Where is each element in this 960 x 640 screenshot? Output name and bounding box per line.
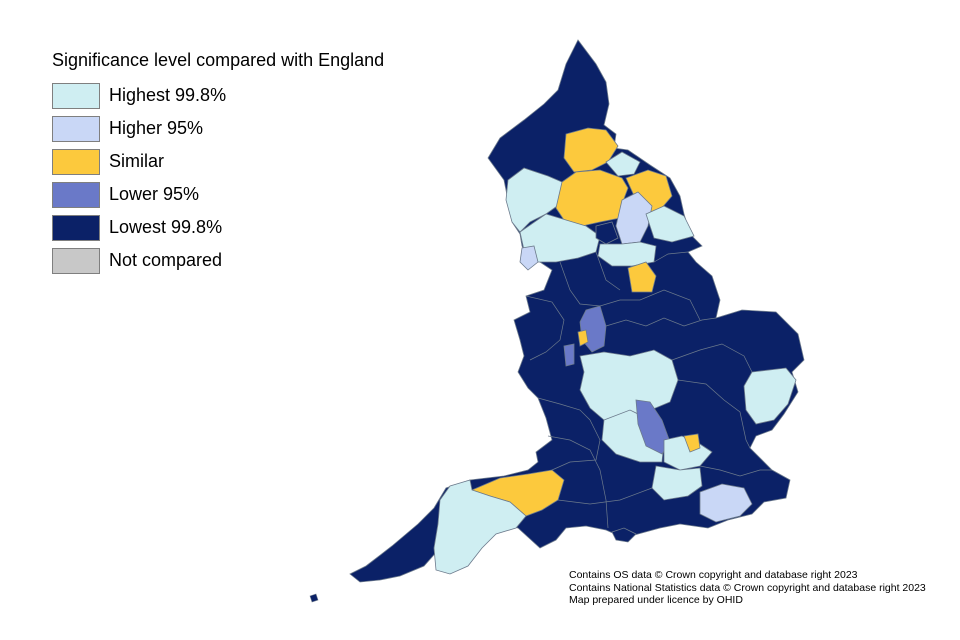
legend-swatch-similar xyxy=(52,148,100,175)
legend-label-highest: Highest 99.8% xyxy=(109,85,227,105)
legend-item-lowest: Lowest 99.8% xyxy=(52,211,432,244)
legend-label-not-compared: Not compared xyxy=(109,250,223,270)
legend-item-similar: Similar xyxy=(52,145,432,178)
isle-of-wight xyxy=(611,527,637,543)
region-thurrock xyxy=(683,433,701,453)
legend-swatch-lowest xyxy=(52,214,100,241)
boundary-line-central xyxy=(605,317,717,327)
legend-label-higher: Higher 95% xyxy=(109,118,204,138)
credit-line-ons: Contains National Statistics data © Crow… xyxy=(569,581,926,594)
region-stoke xyxy=(577,329,589,347)
region-suffolk xyxy=(743,367,797,425)
credit-line-os: Contains OS data © Crown copyright and d… xyxy=(569,569,858,581)
legend-swatch-not-compared xyxy=(52,247,100,274)
legend-label-similar: Similar xyxy=(109,151,165,171)
legend-item-highest: Highest 99.8% xyxy=(52,79,432,112)
legend-label-lowest: Lowest 99.8% xyxy=(109,217,223,237)
region-leeds xyxy=(595,221,619,245)
isles-of-scilly xyxy=(309,593,319,603)
region-teesside xyxy=(605,151,641,177)
legend-item-not-compared: Not compared xyxy=(52,244,432,277)
boundary-line-west-midlands xyxy=(547,435,609,529)
boundary-line-east xyxy=(671,343,753,373)
boundary-line-yorkshire xyxy=(653,251,689,263)
legend-swatch-highest xyxy=(52,82,100,109)
region-merseyside xyxy=(519,245,539,271)
legend-swatch-higher xyxy=(52,115,100,142)
region-north-yorkshire xyxy=(555,169,629,227)
legend-label-lower: Lower 95% xyxy=(109,184,200,204)
region-east-sussex xyxy=(699,483,753,523)
legend-item-lower: Lower 95% xyxy=(52,178,432,211)
legend-item-higher: Higher 95% xyxy=(52,112,432,145)
district-boundaries xyxy=(525,251,772,529)
region-devon xyxy=(433,479,527,575)
legend-title: Significance level compared with England xyxy=(52,50,385,70)
region-shropshire xyxy=(563,343,575,367)
boundary-line-south xyxy=(557,487,653,505)
credit-line-ohid: Map prepared under licence by OHID xyxy=(569,594,743,606)
region-east-riding xyxy=(645,205,695,243)
legend-swatch-lower xyxy=(52,181,100,208)
region-ryedale xyxy=(615,191,653,245)
boundary-line-south-coast xyxy=(699,465,772,477)
boundary-line-south-east xyxy=(677,379,751,449)
boundary-line-west xyxy=(525,295,565,361)
map-legend: Significance level compared with England… xyxy=(52,50,432,277)
region-midlands xyxy=(579,349,679,421)
region-west-yorkshire xyxy=(597,241,657,267)
region-hampshire xyxy=(651,465,703,501)
region-doncaster xyxy=(627,261,657,293)
boundary-line-north xyxy=(559,261,701,321)
boundary-line-north-west xyxy=(595,251,621,291)
map-credits: Contains OS data © Crown copyright and d… xyxy=(569,569,926,607)
boundary-line-south-west xyxy=(537,397,601,471)
